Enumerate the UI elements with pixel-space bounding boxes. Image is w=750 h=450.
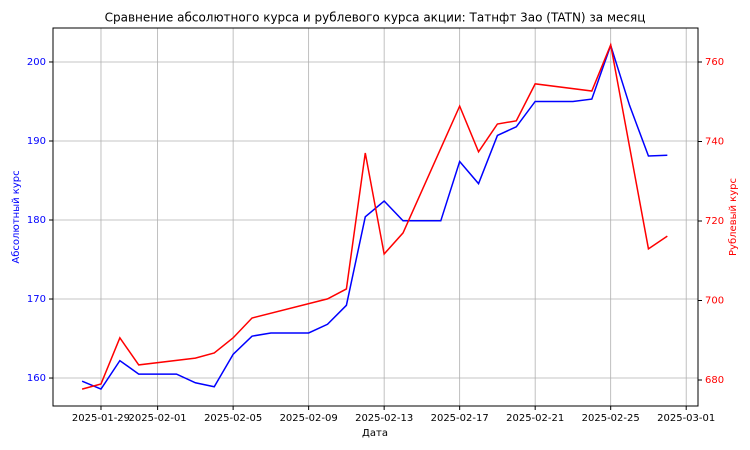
x-tick-label: 2025-02-17 bbox=[431, 413, 489, 424]
x-tick-label: 2025-02-01 bbox=[129, 413, 187, 424]
data-line bbox=[81, 42, 668, 390]
y-tick-label: 180 bbox=[27, 215, 46, 226]
x-tick-label: 2025-03-01 bbox=[657, 413, 715, 424]
y-tick-label: 200 bbox=[27, 57, 46, 68]
y2-tick-label: 700 bbox=[705, 295, 724, 306]
y-tick-label: 160 bbox=[27, 373, 46, 384]
data-line bbox=[81, 43, 668, 391]
y2-axis-label: Рублевый курс bbox=[728, 178, 739, 256]
y2-tick-label: 740 bbox=[705, 136, 724, 147]
x-tick-label: 2025-02-09 bbox=[280, 413, 338, 424]
x-tick-label: 2025-02-05 bbox=[204, 413, 262, 424]
chart-title: Сравнение абсолютного курса и рублевого … bbox=[105, 11, 646, 25]
x-axis-label: Дата bbox=[362, 428, 388, 439]
y2-tick-label: 760 bbox=[705, 57, 724, 68]
y-axis-label: Абсолютный курс bbox=[11, 170, 22, 263]
x-tick-label: 2025-02-25 bbox=[582, 413, 640, 424]
x-tick-label: 2025-02-13 bbox=[355, 413, 413, 424]
y2-tick-label: 720 bbox=[705, 216, 724, 227]
y2-tick-label: 680 bbox=[705, 375, 724, 386]
x-tick-label: 2025-01-29 bbox=[72, 413, 130, 424]
y-tick-label: 190 bbox=[27, 136, 46, 147]
x-tick-label: 2025-02-21 bbox=[506, 413, 564, 424]
y-tick-label: 170 bbox=[27, 294, 46, 305]
plot-frame bbox=[52, 27, 699, 407]
